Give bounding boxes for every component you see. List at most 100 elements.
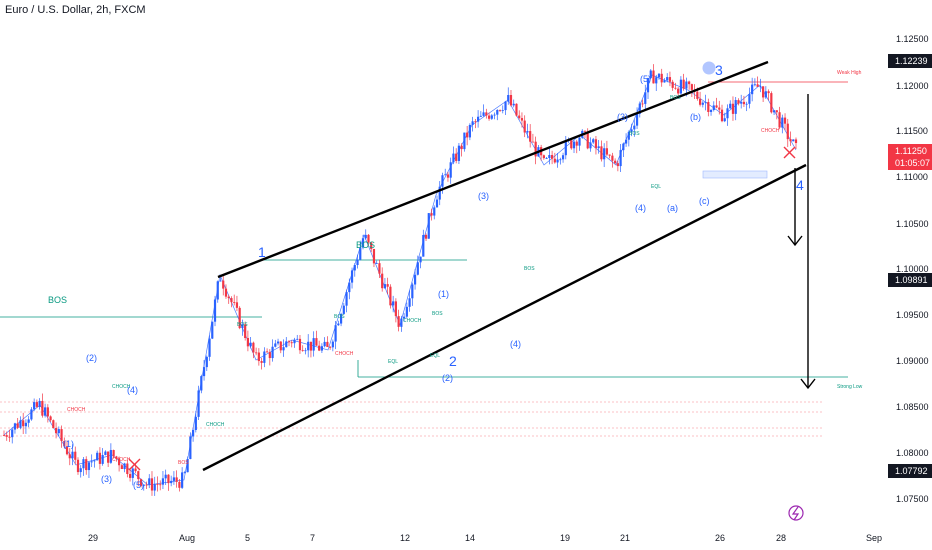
candle-body (268, 352, 271, 359)
candle-body (276, 341, 280, 344)
chart-title: Euro / U.S. Dollar, 2h, FXCM (5, 4, 146, 16)
candle-body (233, 302, 236, 303)
candle-body (172, 477, 176, 481)
y-tick-9: 1.08500 (896, 402, 929, 412)
candle-body (622, 143, 625, 151)
candle-body (696, 91, 699, 99)
y-tick-8: 1.09000 (896, 356, 929, 366)
candle-body (60, 429, 63, 441)
candle-body (181, 472, 184, 488)
candle-body (76, 459, 80, 473)
candle-body (301, 350, 304, 352)
candle-body (38, 400, 41, 407)
wave-label-3: 3 (715, 62, 723, 78)
candle-body (523, 120, 526, 133)
candle-body (200, 376, 203, 391)
candle-body (249, 342, 252, 347)
candle-body (230, 298, 233, 303)
candle-body (419, 256, 422, 263)
sub-wave-c: (c) (699, 196, 710, 206)
x-axis[interactable]: 29 Aug 5 7 12 14 19 21 26 28 Sep (88, 533, 882, 543)
candle-body (487, 115, 491, 119)
candle-body (671, 81, 674, 88)
candle-body (27, 419, 30, 423)
candle-body (466, 132, 469, 138)
candle-body (381, 273, 384, 289)
sub-wave-b: (b) (690, 112, 701, 122)
candle-body (331, 341, 334, 348)
candle-body (241, 324, 244, 329)
candle-body (729, 103, 732, 109)
bos-label-small-4: BOS (524, 266, 535, 272)
y-axis[interactable]: 1.12500 1.12000 1.11500 1.11000 1.10500 … (896, 34, 929, 504)
choch-label-red-3: CHOCH (335, 351, 354, 357)
candle-body (213, 299, 217, 322)
liquidity-levels (0, 401, 822, 437)
candle-body (364, 234, 367, 239)
candle-body (463, 132, 466, 150)
candle-body (323, 341, 326, 347)
candle-body (128, 474, 132, 478)
choch-label-red-2: CHOCH (112, 457, 131, 463)
lightning-icon[interactable] (788, 505, 804, 521)
candle-body (501, 110, 504, 111)
candle-body (400, 318, 403, 327)
candle-body (704, 101, 707, 103)
candle-body (82, 459, 85, 469)
candle-body (507, 95, 510, 102)
candle-body (19, 420, 22, 428)
candle-body (329, 346, 332, 348)
candle-body (337, 323, 340, 326)
candle-body (679, 79, 682, 94)
candle-body (644, 92, 647, 104)
y-tick-10: 1.08000 (896, 448, 929, 458)
channel-upper-line (217, 60, 769, 279)
candle-body (561, 155, 565, 160)
candle-body (767, 91, 770, 94)
candle-body (630, 129, 633, 132)
wave-3-marker (702, 61, 716, 75)
candle-body (107, 451, 110, 463)
candle-body (394, 301, 397, 317)
candle-body (145, 484, 148, 486)
candle-body (219, 280, 222, 282)
price-label-low-bg (888, 464, 932, 478)
candle-body (748, 94, 751, 104)
candle-body (677, 88, 680, 94)
candle-body (583, 130, 587, 132)
x-tick-5: 12 (400, 533, 410, 543)
candle-body (11, 429, 14, 438)
candle-body (572, 141, 576, 149)
candle-body (16, 423, 19, 428)
candle-body (293, 339, 296, 344)
bos-label-small-6: BOS (670, 95, 681, 101)
candle-body (688, 81, 691, 85)
candle-body (260, 361, 263, 363)
bos-label-left: BOS (48, 295, 67, 305)
candle-body (666, 77, 669, 81)
candle-body (518, 115, 521, 119)
eql-label-1: EQL (388, 359, 398, 365)
order-block (702, 170, 768, 179)
candle-body (663, 80, 666, 83)
choch-label-red-4: CHOCH (761, 128, 780, 134)
candle-body (126, 463, 129, 475)
sub-wave-1-left: (1) (63, 439, 74, 449)
x-tick-1: 29 (88, 533, 98, 543)
candle-body (611, 155, 614, 161)
candle-body (712, 105, 715, 111)
candle-body (485, 112, 488, 116)
candle-body (468, 124, 471, 138)
candle-body (350, 270, 354, 283)
candle-body (455, 153, 458, 161)
candle-body (5, 435, 8, 437)
sub-wave-2-mid: (2) (442, 373, 453, 383)
candle-body (731, 103, 735, 114)
candle-body (627, 131, 630, 140)
x-tick-10: 28 (776, 533, 786, 543)
candle-body (707, 101, 710, 112)
candle-body (498, 110, 502, 111)
candle-body (531, 141, 535, 143)
candle-body (63, 440, 66, 447)
